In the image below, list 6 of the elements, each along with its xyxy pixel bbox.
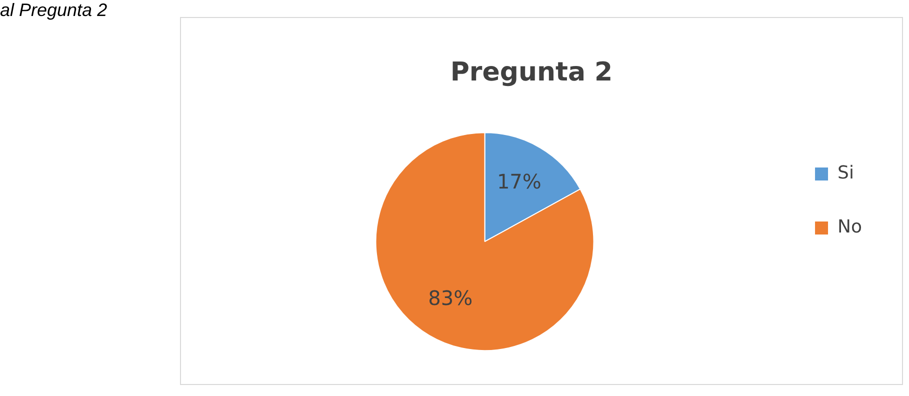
legend-label: Si: [838, 162, 854, 184]
data-label: 83%: [428, 286, 473, 310]
chart-title: Pregunta 2: [450, 57, 613, 88]
data-label: 17%: [496, 170, 542, 194]
text: al Pregunta 2: [0, 0, 108, 21]
legend-label: No: [838, 216, 862, 238]
